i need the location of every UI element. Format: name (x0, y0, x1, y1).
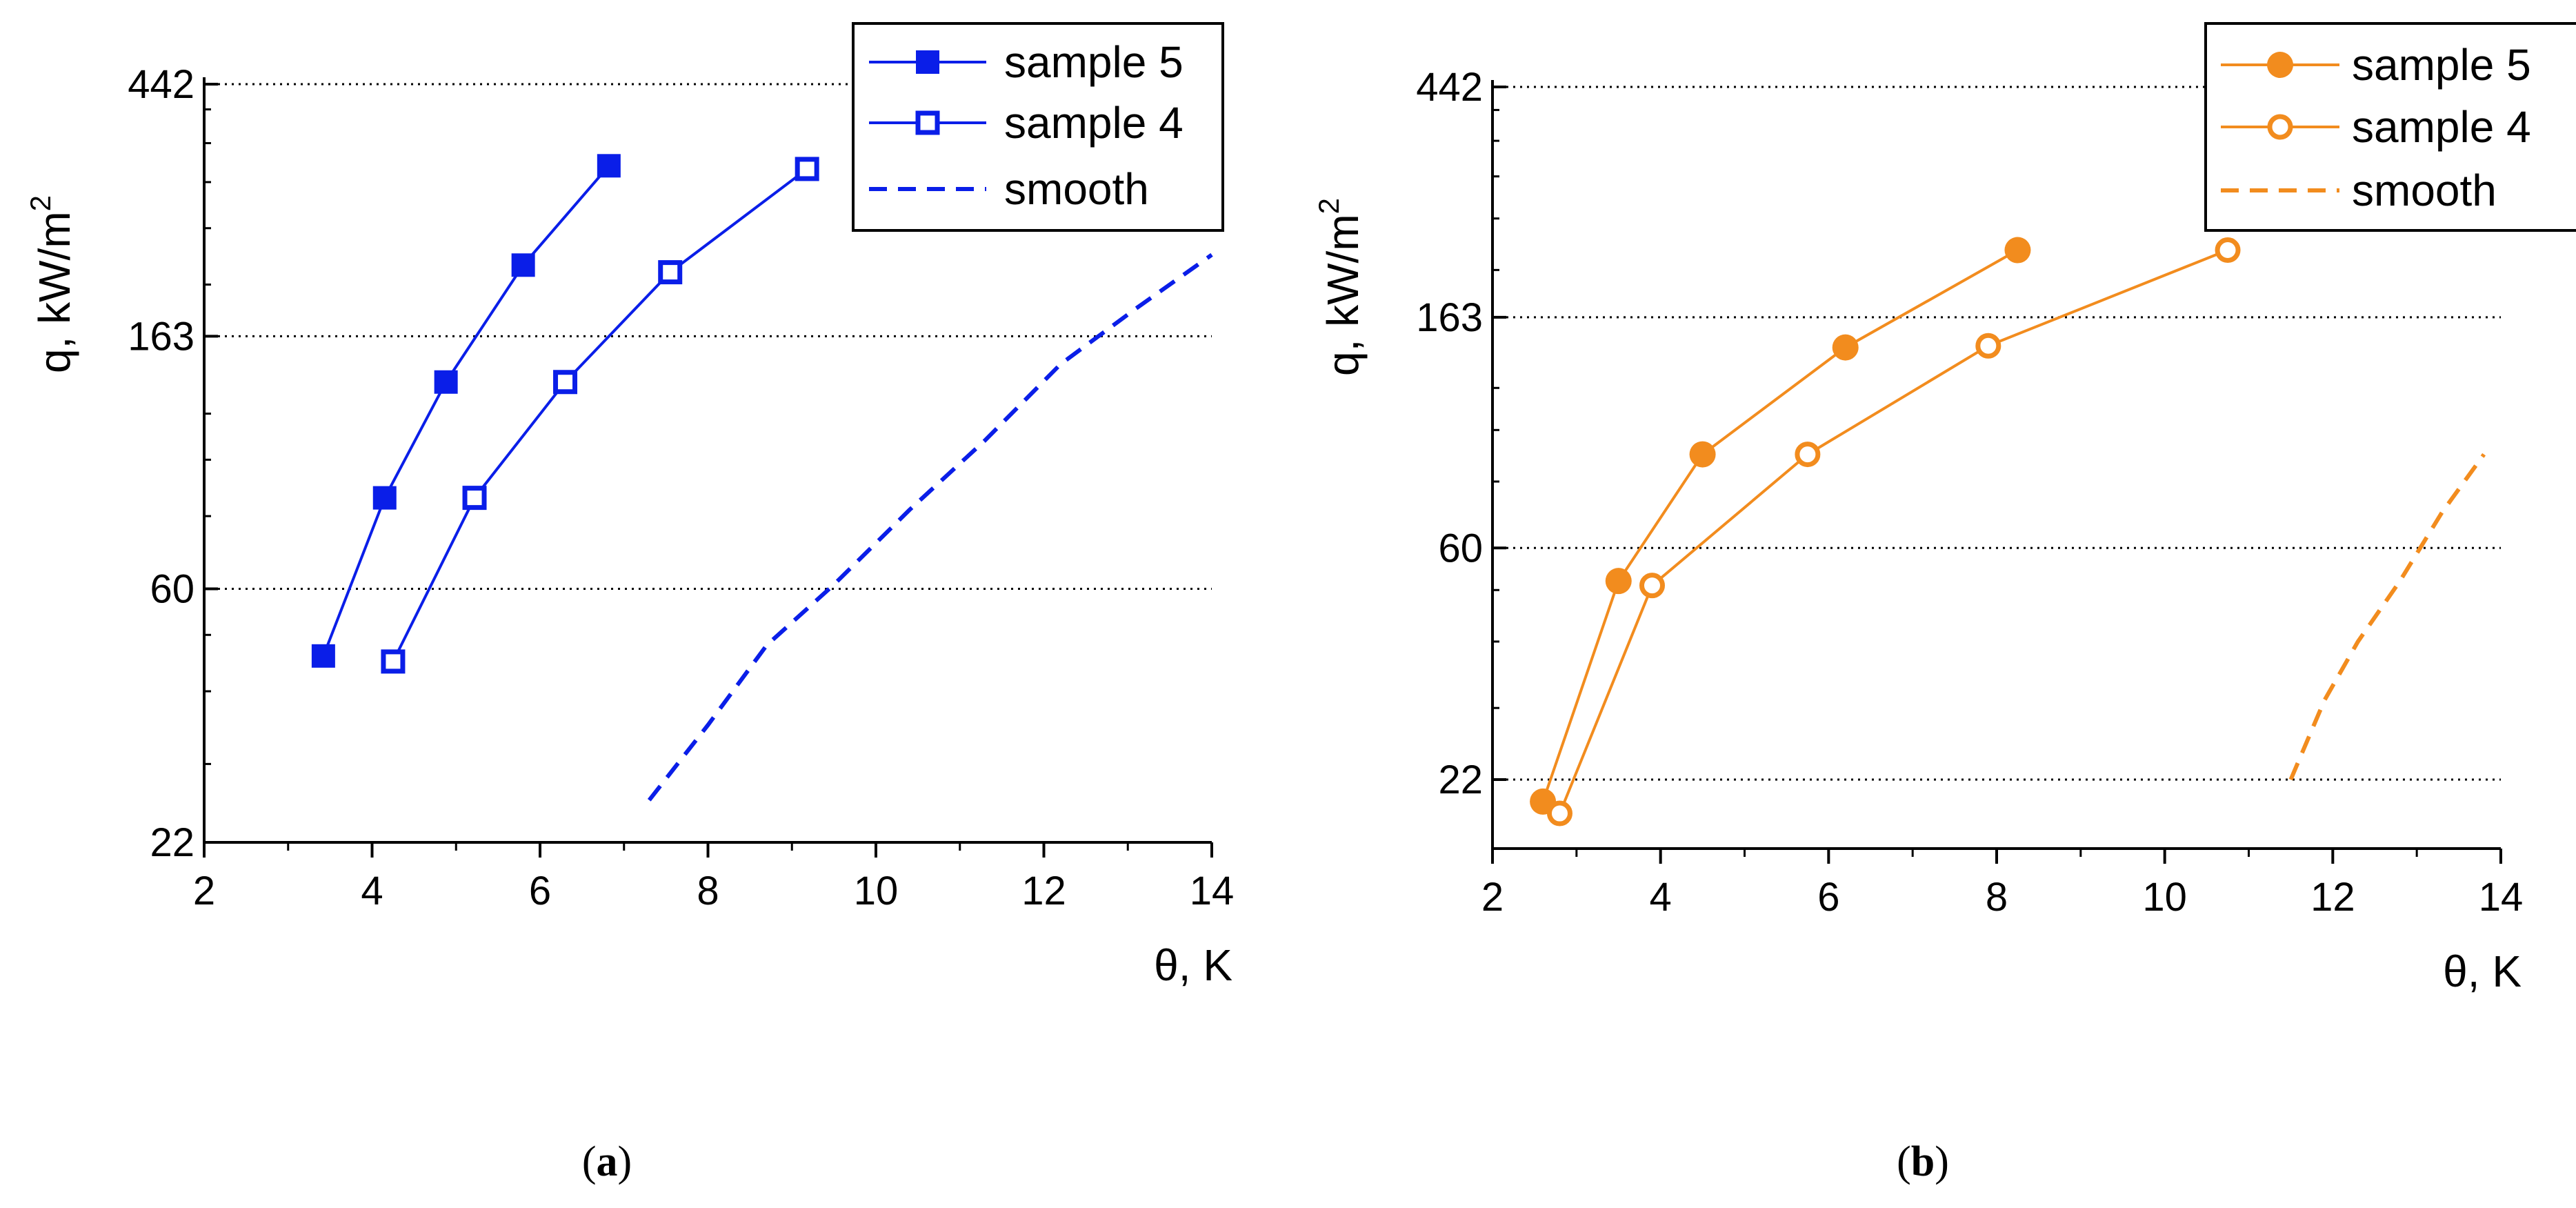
data-point-sample-4 (1639, 573, 1665, 599)
y-axis-title: q, kW/m2 (1312, 198, 1368, 376)
legend-label: sample 4 (2352, 102, 2531, 152)
x-tick-label: 2 (1481, 875, 1504, 920)
y-tick-label: 22 (1438, 758, 1483, 802)
legend-marker (2267, 114, 2293, 140)
series-line-sample-5 (322, 164, 610, 657)
data-point-sample-5 (311, 644, 335, 668)
data-point-sample-4 (462, 486, 487, 511)
data-point-sample-4 (1795, 442, 1821, 468)
x-tick-label: 6 (529, 869, 551, 913)
panel-a: 22 60 163 442 2 4 6 8 10 12 14 q, kW/m2 θ, K sample 5… (24, 22, 1235, 1185)
x-tick-label: 10 (2142, 875, 2187, 920)
legend-label: sample 4 (1004, 98, 1184, 148)
legend-marker (2267, 52, 2293, 78)
x-axis-title: θ, K (2443, 947, 2522, 996)
data-point-sample-5 (2004, 237, 2031, 264)
data-point-sample-4 (795, 157, 819, 181)
x-tick-label: 8 (1986, 875, 2008, 920)
y-tick-label: 163 (1416, 295, 1483, 340)
panel-caption: (a) (582, 1138, 632, 1185)
x-tick-label: 12 (2310, 875, 2355, 920)
legend-label: sample 5 (1004, 37, 1184, 87)
y-tick-label: 22 (150, 820, 194, 865)
x-tick-label: 14 (2479, 875, 2524, 920)
data-point-sample-5 (597, 154, 621, 178)
legend-label: sample 5 (2352, 40, 2531, 90)
data-point-sample-5 (1605, 568, 1632, 595)
data-point-sample-5 (434, 370, 458, 394)
y-tick-label: 163 (128, 314, 194, 359)
y-tick-label: 442 (1416, 65, 1483, 110)
data-point-sample-4 (658, 260, 683, 285)
data-point-sample-4 (1975, 333, 2001, 359)
x-tick-label: 2 (193, 869, 215, 913)
y-tick-label: 442 (128, 62, 194, 107)
x-axis-title: θ, K (1154, 940, 1232, 990)
x-tick-label: 10 (854, 869, 899, 913)
data-point-sample-4 (553, 370, 578, 395)
y-axis-title: q, kW/m2 (24, 195, 79, 373)
series-line-smooth (647, 253, 1213, 802)
panel-b: 22 60 163 442 2 4 6 8 10 12 14 q, kW/m2 θ, K sample 5… (1312, 22, 2576, 1185)
x-tick-label: 14 (1190, 869, 1235, 913)
x-tick-label: 4 (1650, 875, 1672, 920)
data-point-sample-4 (2215, 237, 2241, 264)
legend-marker (916, 50, 939, 74)
panel-caption: (b) (1897, 1138, 1949, 1185)
legend-box (852, 22, 1224, 232)
x-tick-label: 12 (1021, 869, 1066, 913)
x-tick-label: 8 (697, 869, 719, 913)
series-line-sample-4 (1558, 248, 2228, 814)
x-tick-label: 6 (1817, 875, 1839, 920)
data-point-sample-5 (1689, 441, 1716, 468)
data-point-sample-4 (381, 649, 406, 674)
data-point-sample-5 (372, 486, 397, 510)
series-line-sample-4 (392, 168, 808, 662)
x-tick-label: 4 (361, 869, 383, 913)
series-line-smooth (2288, 453, 2486, 781)
legend-marker (915, 110, 940, 135)
data-point-sample-5 (1832, 334, 1859, 361)
legend-label: smooth (1004, 164, 1149, 214)
series-line-sample-5 (1541, 248, 2019, 802)
data-point-sample-5 (511, 253, 535, 277)
data-point-sample-4 (1546, 800, 1572, 826)
y-tick-label: 60 (1438, 526, 1483, 571)
y-tick-label: 60 (150, 566, 194, 611)
legend-label: smooth (2352, 166, 2497, 215)
